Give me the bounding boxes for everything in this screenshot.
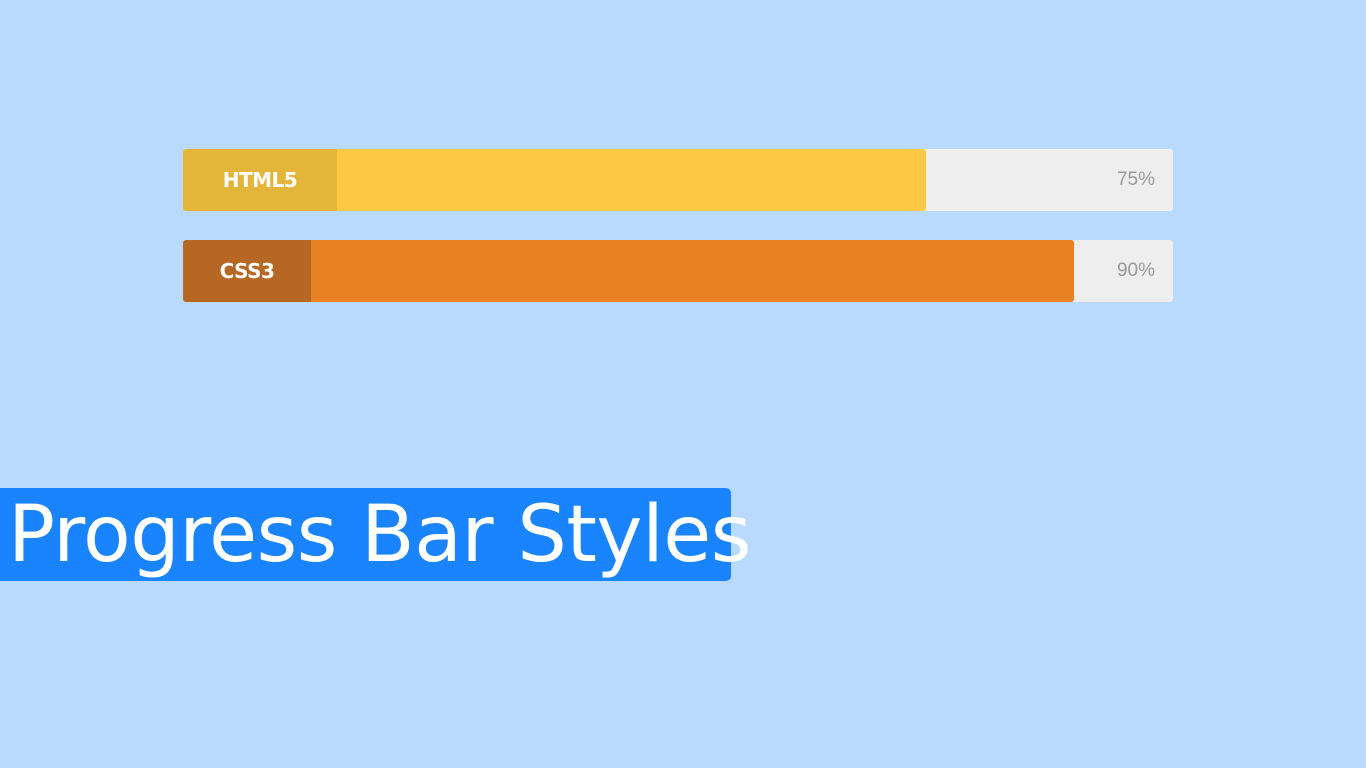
page-title: Progress Bar Styles [8,489,751,580]
title-banner: Progress Bar Styles [0,488,751,581]
progress-fill-css3 [183,240,1074,302]
progress-bar-html5: HTML5 75% [183,149,1173,211]
progress-bar-list: HTML5 75% CSS3 90% [183,149,1173,331]
progress-label-html5: HTML5 [183,149,337,211]
progress-percent-css3: 90% [1116,260,1155,281]
progress-bar-css3: CSS3 90% [183,240,1173,302]
progress-label-css3: CSS3 [183,240,311,302]
progress-percent-html5: 75% [1116,169,1155,190]
